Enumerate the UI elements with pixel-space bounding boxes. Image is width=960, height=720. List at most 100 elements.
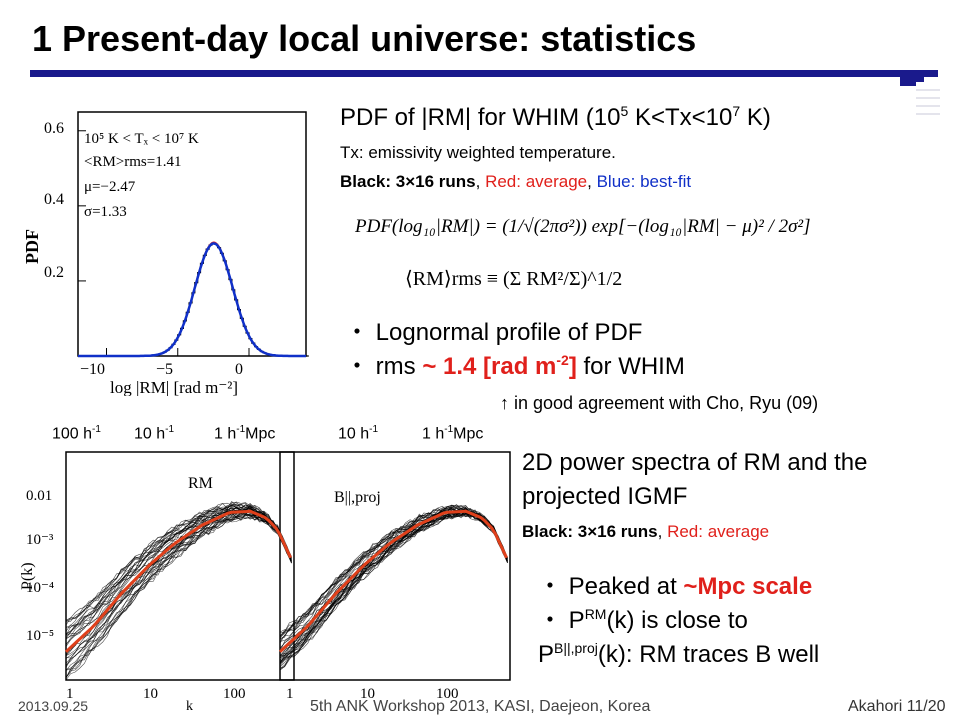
spectra-ytick-3: 10⁻⁴ (26, 580, 54, 596)
pdf-heading-text-3: K) (740, 104, 771, 131)
spectra-run-line (65, 507, 292, 640)
pdf-annotation-rms: <RM>rms=1.41 (84, 154, 181, 170)
pdf-runs-histogram (78, 242, 309, 357)
scale-text: 10 h (338, 425, 370, 443)
scale-exp: -1 (236, 424, 246, 435)
spectra-run-line (279, 512, 508, 670)
spectra-run-line (65, 500, 292, 621)
spectra-xtick-4: 1 (286, 686, 294, 702)
spectra-xlabel: k (186, 699, 193, 710)
spectra-run-line (279, 512, 508, 668)
decoration-squares-icon (900, 70, 940, 115)
spectra-run-line (279, 511, 508, 664)
pdf-xlabel: log |RM| [rad m⁻²] (110, 378, 238, 396)
scale-unit: Mpc (245, 425, 276, 443)
bullet-prm: ・ PRM(k) is close to (538, 600, 748, 635)
bullet-lognormal: ・ Lognormal profile of PDF (345, 319, 643, 346)
spectra-run-line (65, 506, 292, 638)
spectra-run-line (279, 510, 508, 662)
spectra-average-line (64, 509, 292, 653)
spectra-run-line (279, 511, 508, 664)
scale-text: 1 h (422, 425, 445, 443)
spectra-run-line (279, 506, 508, 644)
spectra-run-line (65, 511, 292, 667)
spectra-ytick-2: 10⁻³ (26, 532, 54, 548)
bullet-prm-text: (k) is close to (606, 607, 748, 634)
spectra-xtick-1: 1 (66, 686, 74, 702)
spectra-panel-rm-frame (65, 451, 295, 681)
bullet-peaked: ・ Peaked at ~Mpc scale (538, 566, 812, 601)
pdf-histogram-chart: 0.6 0.4 0.2 PDF −10 −5 0 log |RM| [rad m… (22, 111, 309, 396)
spectra-legend-black: Black: 3×16 runs (522, 522, 658, 541)
pdf-legend: Black: 3×16 runs, Red: average, Blue: be… (340, 172, 692, 191)
scale-label-10b: 10 h-1 (338, 424, 378, 443)
bullet-rms-text: ・ rms (345, 353, 423, 380)
spectra-run-line (65, 503, 292, 628)
legend-blue: Blue: best-fit (596, 172, 692, 191)
spectra-run-line (65, 513, 292, 671)
spectra-run-line (279, 508, 508, 652)
spectra-ytick-4: 10⁻⁵ (26, 628, 54, 644)
bullet-pb-sup: B||,proj (554, 640, 598, 656)
spectra-run-line (65, 515, 292, 681)
pdf-xtick-3: 0 (235, 361, 243, 378)
scale-exp: -1 (369, 424, 379, 435)
spectra-panel-b-frame (279, 451, 511, 681)
spectra-run-line (279, 506, 508, 633)
scale-text: 100 h (52, 425, 93, 443)
scale-label-1a: 1 h-1Mpc (214, 424, 275, 443)
pdf-heading: PDF of |RM| for WHIM (105 K<Tx<107 K) (340, 103, 771, 132)
scale-text: 10 h (134, 425, 166, 443)
spectra-run-line (279, 512, 508, 667)
pdf-plot-frame (77, 111, 307, 357)
spectra-legend-red: Red: average (667, 522, 770, 541)
pdf-xtick-1: −10 (80, 361, 105, 378)
pdf-bestfit-curve (78, 242, 306, 358)
spectra-run-line (279, 504, 508, 633)
footer-page: Akahori 11/20 (848, 698, 946, 715)
pdf-annotation-tx: 10⁵ K < Tₓ < 10⁷ K (84, 131, 199, 147)
pdf-annotation-mu: μ=−2.47 (84, 179, 136, 195)
bullet-peaked-text: ・ Peaked at (538, 573, 684, 600)
bullet-prm-p: ・ P (538, 607, 585, 634)
spectra-run-line (65, 513, 292, 679)
bullet-pb-p: P (538, 641, 555, 668)
pdf-heading-exp-1: 5 (620, 103, 629, 119)
spectra-ytick-1: 0.01 (26, 488, 52, 504)
pdf-ytick-3: 0.2 (44, 264, 64, 281)
spectra-run-line (65, 513, 292, 679)
spectra-xtick-6: 100 (436, 686, 459, 702)
scale-unit: Mpc (453, 425, 484, 443)
spectra-xtick-5: 10 (360, 686, 375, 702)
spectra-run-line (279, 512, 508, 669)
scale-label-1b: 1 h-1Mpc (422, 424, 483, 443)
scale-label-100: 100 h-1 (52, 424, 101, 443)
spectra-panel-b-label: B||,proj (334, 489, 381, 506)
spectra-legend: Black: 3×16 runs, Red: average (522, 522, 770, 541)
spectra-average-line (278, 509, 508, 653)
spectra-run-line (279, 511, 508, 671)
spectra-run-line (65, 509, 292, 656)
spectra-run-line (65, 511, 292, 659)
footer-date: 2013.09.25 (18, 698, 89, 714)
tx-note: Tx: emissivity weighted temperature. (340, 143, 616, 162)
legend-red: Red: average (485, 172, 588, 191)
title-rule (30, 70, 938, 77)
bullet-rms-bracket: ] (568, 353, 577, 380)
spectra-xtick-2: 10 (143, 686, 158, 702)
scale-exp: -1 (165, 424, 175, 435)
spectra-run-line (65, 504, 292, 635)
bullet-rms-suffix: for WHIM (576, 353, 685, 380)
spectra-panel-rm-label: RM (188, 475, 213, 492)
formula-rms: ⟨RM⟩rms ≡ (Σ RM²/Σ)^1/2 (405, 268, 622, 290)
scale-label-10a: 10 h-1 (134, 424, 174, 443)
spectra-ylabel: P(k) (19, 562, 36, 590)
bullet-rms: ・ rms ~ 1.4 [rad m-2] for WHIM (345, 346, 685, 381)
pdf-ytick-2: 0.4 (44, 191, 64, 208)
spectra-run-line (279, 505, 508, 639)
pdf-xtick-2: −5 (156, 361, 173, 378)
spectra-run-line (279, 507, 508, 642)
pdf-heading-text-1: PDF of |RM| for WHIM (10 (340, 104, 621, 131)
formula-pdf: PDF(log₁₀|RM|) = (1/√(2πσ²)) exp[−(log₁₀… (354, 216, 811, 237)
spectra-run-line (279, 512, 508, 671)
